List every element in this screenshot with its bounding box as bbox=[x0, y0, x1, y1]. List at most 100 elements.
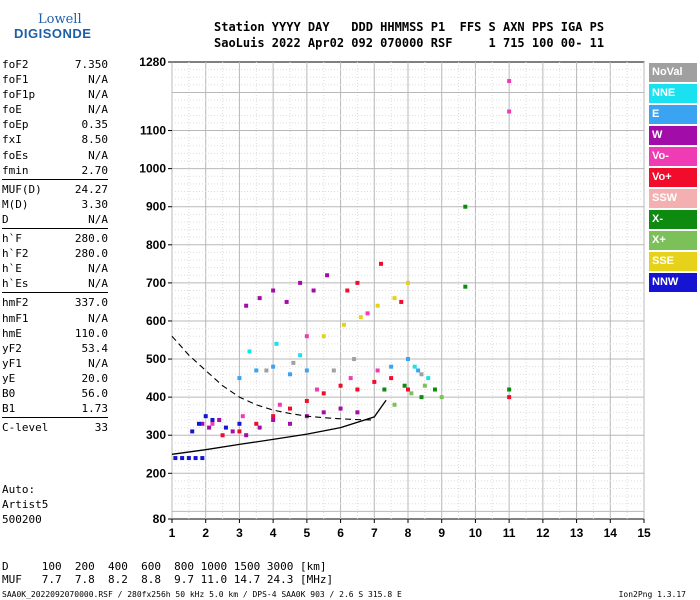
ionogram-echo-point bbox=[223, 425, 228, 430]
ionogram-echo-point bbox=[203, 414, 208, 419]
legend-item: NoVal bbox=[649, 63, 697, 82]
parameter-value: 280.0 bbox=[74, 232, 108, 246]
parameter-label: foF2 bbox=[2, 58, 29, 71]
ionogram-echo-point bbox=[365, 311, 370, 316]
ionogram-echo-point bbox=[355, 387, 360, 392]
ionogram-echo-point bbox=[271, 364, 276, 369]
x-tick-label: 14 bbox=[604, 526, 618, 540]
ionogram-echo-point bbox=[186, 456, 191, 461]
parameter-label: foE bbox=[2, 103, 22, 117]
ionogram-echo-point bbox=[237, 376, 242, 381]
ionogram-echo-point bbox=[422, 383, 427, 388]
y-tick-label: 1100 bbox=[140, 124, 166, 138]
legend-item: NNW bbox=[649, 273, 697, 292]
ionogram-echo-point bbox=[463, 284, 468, 289]
parameter-value: 1.73 bbox=[81, 402, 109, 416]
parameter-row: hmF2 337.0 bbox=[2, 295, 108, 310]
parameter-value: 8.50 bbox=[81, 133, 109, 147]
ionogram-echo-point bbox=[389, 364, 394, 369]
ionogram-echo-point bbox=[247, 349, 252, 354]
parameter-label: M(D) bbox=[2, 197, 29, 211]
ionogram-echo-point bbox=[237, 421, 242, 426]
x-tick-label: 1 bbox=[169, 526, 176, 540]
legend-item: Vo+ bbox=[649, 168, 697, 187]
ionogram-echo-point bbox=[463, 204, 468, 209]
ionogram-echo-point bbox=[244, 433, 249, 438]
ionogram-echo-point bbox=[331, 368, 336, 373]
parameter-label: foEs bbox=[2, 148, 29, 162]
parameter-row: h`E N/A bbox=[2, 261, 108, 276]
y-tick-label: 300 bbox=[146, 428, 166, 442]
parameter-value: N/A bbox=[88, 212, 108, 226]
x-tick-label: 13 bbox=[570, 526, 584, 540]
x-tick-label: 11 bbox=[503, 526, 516, 540]
ionogram-echo-point bbox=[507, 387, 512, 392]
parameter-row: fxI 8.50 bbox=[2, 132, 108, 147]
y-tick-label: 1280 bbox=[139, 55, 166, 69]
parameter-value: 0.35 bbox=[81, 118, 109, 132]
software-version: Ion2Png 1.3.17 bbox=[618, 590, 686, 599]
ionospheric-parameters-panel: foF2 7.350 foF1 N/A foF1p N/A foE N/A foEp 0.35 fx… bbox=[2, 57, 108, 435]
ionogram-echo-point bbox=[240, 414, 245, 419]
ionogram-echo-point bbox=[288, 421, 292, 426]
auto-label: Auto: bbox=[2, 483, 36, 496]
parameter-row: foF1p N/A bbox=[2, 87, 108, 102]
parameter-label: yF1 bbox=[2, 356, 22, 370]
parameter-value: N/A bbox=[88, 356, 108, 370]
ionogram-echo-point bbox=[254, 368, 259, 373]
parameter-row: foEs N/A bbox=[2, 148, 108, 163]
parameter-label: B1 bbox=[2, 402, 16, 416]
parameter-label: C-level bbox=[2, 421, 49, 435]
ionogram-echo-point bbox=[372, 379, 377, 384]
parameter-value: N/A bbox=[88, 73, 108, 87]
parameter-label: fxI bbox=[2, 133, 22, 147]
ionogram-echo-point bbox=[412, 364, 417, 369]
parameter-label: h`Es bbox=[2, 277, 29, 291]
legend-item: X+ bbox=[649, 231, 697, 250]
x-tick-label: 6 bbox=[337, 526, 344, 540]
polarization-legend: NoVal NNE E W Vo- Vo+ SSW X- X+ SSE NNW bbox=[649, 63, 697, 294]
ionogram-echo-point bbox=[507, 109, 512, 114]
ionogram-echo-point bbox=[190, 429, 195, 434]
parameter-label: h`F2 bbox=[2, 247, 29, 261]
ionogram-echo-point bbox=[355, 280, 360, 285]
parameter-label: h`E bbox=[2, 262, 22, 276]
ionogram-echo-point bbox=[298, 280, 303, 285]
ionogram-echo-point bbox=[180, 456, 185, 461]
parameter-value: 33 bbox=[94, 421, 108, 435]
parameter-label: h`F bbox=[2, 232, 22, 246]
parameter-value: 7.350 bbox=[74, 58, 108, 71]
y-tick-label: 80 bbox=[153, 512, 167, 526]
parameter-row: foF1 N/A bbox=[2, 72, 108, 87]
parameter-row: yE 20.0 bbox=[2, 371, 108, 386]
ionogram-echo-point bbox=[196, 421, 201, 426]
digisonde-logo-text: DIGISONDE bbox=[14, 26, 92, 41]
parameter-value: N/A bbox=[88, 88, 108, 102]
parameter-row: h`Es N/A bbox=[2, 276, 108, 291]
ionogram-echo-point bbox=[338, 406, 343, 411]
ionogram-echo-point bbox=[507, 395, 512, 400]
ionogram-echo-point bbox=[277, 402, 282, 407]
ionogram-echo-point bbox=[257, 425, 262, 430]
ionogram-echo-point bbox=[399, 299, 404, 304]
parameter-value: 53.4 bbox=[81, 341, 109, 355]
legend-item: W bbox=[649, 126, 697, 145]
ionogram-echo-point bbox=[271, 288, 276, 293]
x-tick-label: 8 bbox=[405, 526, 412, 540]
legend-item: SSE bbox=[649, 252, 697, 271]
y-tick-label: 800 bbox=[146, 238, 166, 252]
auto-code: 500200 bbox=[2, 513, 42, 526]
ionogram-echo-point bbox=[271, 414, 276, 419]
parameter-label: fmin bbox=[2, 163, 29, 177]
parameter-row: hmE 110.0 bbox=[2, 326, 108, 341]
x-tick-label: 15 bbox=[637, 526, 651, 540]
parameter-value: 280.0 bbox=[74, 247, 108, 261]
ionogram-echo-point bbox=[311, 288, 316, 293]
ionogram-echo-point bbox=[419, 372, 424, 377]
ionogram-echo-point bbox=[507, 79, 512, 84]
parameter-value: 20.0 bbox=[81, 371, 109, 385]
ionogram-echo-point bbox=[220, 433, 225, 438]
ionogram-echo-point bbox=[416, 368, 421, 373]
ionogram-echo-point bbox=[230, 429, 235, 434]
